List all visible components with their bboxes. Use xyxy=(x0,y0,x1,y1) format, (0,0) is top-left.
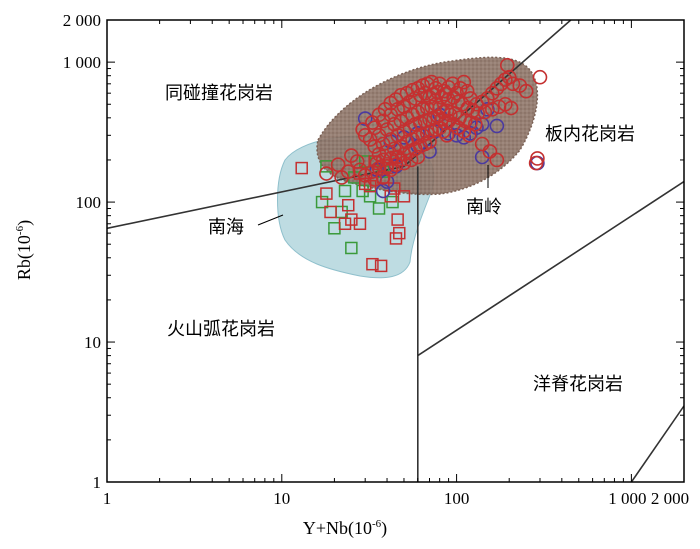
red-circle-point xyxy=(367,139,382,154)
x-axis-title: Y+Nb(10-6) xyxy=(303,518,387,539)
region-label-ocean-ridge: 洋脊花岗岩 xyxy=(533,374,623,395)
red-square-point xyxy=(320,187,333,200)
red-circle-point xyxy=(432,120,447,136)
x-axis-title-main: Y+Nb(10 xyxy=(303,518,372,539)
y-axis-title-sup: -6 xyxy=(14,225,26,235)
plot-frame xyxy=(106,19,685,483)
red-square-point xyxy=(338,217,352,231)
y-axis-title-end: ) xyxy=(14,220,35,226)
red-circle-point xyxy=(439,128,455,143)
red-circle-point xyxy=(375,170,391,185)
red-circle-point xyxy=(498,72,513,87)
red-circle-point xyxy=(369,155,385,171)
x-tick-label: 1 xyxy=(103,489,112,508)
y-tick-label: 10 xyxy=(84,333,101,352)
blue-circle-point xyxy=(357,111,373,126)
green-square-point xyxy=(345,241,358,255)
green-square-point xyxy=(315,195,329,209)
red-square-point xyxy=(366,257,379,271)
x-tick-label: 10 xyxy=(273,489,290,508)
red-circle-point xyxy=(330,157,346,172)
red-square-point xyxy=(374,259,388,273)
red-circle-point xyxy=(530,151,545,166)
region-label-syn-collision: 同碰撞花岗岩 xyxy=(165,83,273,104)
red-square-point xyxy=(393,226,406,240)
red-circle-point xyxy=(489,152,505,168)
red-circle-point xyxy=(422,134,437,150)
y-tick-label: 1 000 xyxy=(63,53,101,72)
x-tick-label: 2 000 xyxy=(651,489,689,508)
red-square-point xyxy=(391,213,404,226)
blue-circle-point xyxy=(489,118,505,134)
x-axis-title-end: ) xyxy=(381,518,387,539)
y-tick-label: 1 xyxy=(93,473,102,492)
data-points xyxy=(295,57,548,273)
y-tick-label: 2 000 xyxy=(63,11,101,30)
red-circle-point xyxy=(503,100,519,116)
red-circle-point xyxy=(532,69,548,85)
red-circle-point xyxy=(461,128,477,143)
field-label-nanhai: 南海 xyxy=(208,217,244,238)
y-axis-title-main: Rb(10 xyxy=(14,235,35,280)
red-circle-point xyxy=(446,90,461,105)
red-square-point xyxy=(295,161,308,175)
red-circle-point xyxy=(386,116,402,132)
green-square-point xyxy=(372,202,386,215)
red-circle-point xyxy=(396,155,412,171)
red-square-point xyxy=(342,198,355,212)
red-circle-point xyxy=(470,106,485,121)
red-circle-point xyxy=(357,128,373,143)
boundary-line-1 xyxy=(107,20,572,230)
green-square-point xyxy=(338,184,352,198)
red-circle-point xyxy=(319,166,334,181)
red-circle-point xyxy=(367,172,382,187)
nanhai-leader xyxy=(257,214,284,226)
region-label-volcanic-arc: 火山弧花岗岩 xyxy=(167,319,275,340)
red-circle-point xyxy=(456,74,472,90)
red-circle-point xyxy=(499,57,515,73)
red-square-point xyxy=(345,213,358,226)
y-tick-label: 100 xyxy=(76,193,102,212)
x-tick-label: 1 000 xyxy=(608,489,646,508)
red-circle-point xyxy=(489,81,505,96)
red-circle-point xyxy=(352,162,368,178)
red-circle-point xyxy=(484,85,500,101)
green-square-point xyxy=(363,190,377,203)
red-circle-point xyxy=(383,162,399,178)
red-circle-point xyxy=(477,104,493,120)
red-circle-point xyxy=(410,149,426,165)
field-label-nanling: 南岭 xyxy=(466,197,502,218)
red-circle-point xyxy=(388,157,404,172)
boundary-line-3 xyxy=(417,180,684,357)
axis-ticks: 1 10 100 1 000 2 000 1 10 100 1 000 2 000 xyxy=(63,11,689,508)
red-circle-point xyxy=(403,152,419,168)
red-circle-point xyxy=(505,76,521,92)
red-circle-point xyxy=(446,116,461,132)
y-axis-title: Rb(10-6) xyxy=(14,220,35,280)
region-label-within-plate: 板内花岗岩 xyxy=(545,124,635,145)
red-circle-point xyxy=(484,102,500,117)
red-circle-point xyxy=(468,116,483,132)
red-square-point xyxy=(397,190,411,203)
x-tick-label: 100 xyxy=(444,489,470,508)
red-circle-point xyxy=(518,83,534,99)
red-circle-point xyxy=(491,99,507,115)
red-circle-point xyxy=(436,124,451,139)
x-axis-title-sup: -6 xyxy=(372,518,382,530)
red-circle-point xyxy=(388,92,404,107)
red-circle-point xyxy=(459,83,475,99)
red-square-point xyxy=(384,190,397,203)
red-circle-point xyxy=(344,148,359,163)
red-circle-point xyxy=(474,136,490,152)
red-square-point xyxy=(353,217,367,231)
boundary-line-4 xyxy=(630,405,684,482)
red-square-point xyxy=(324,205,337,219)
field-boundaries xyxy=(107,20,684,482)
